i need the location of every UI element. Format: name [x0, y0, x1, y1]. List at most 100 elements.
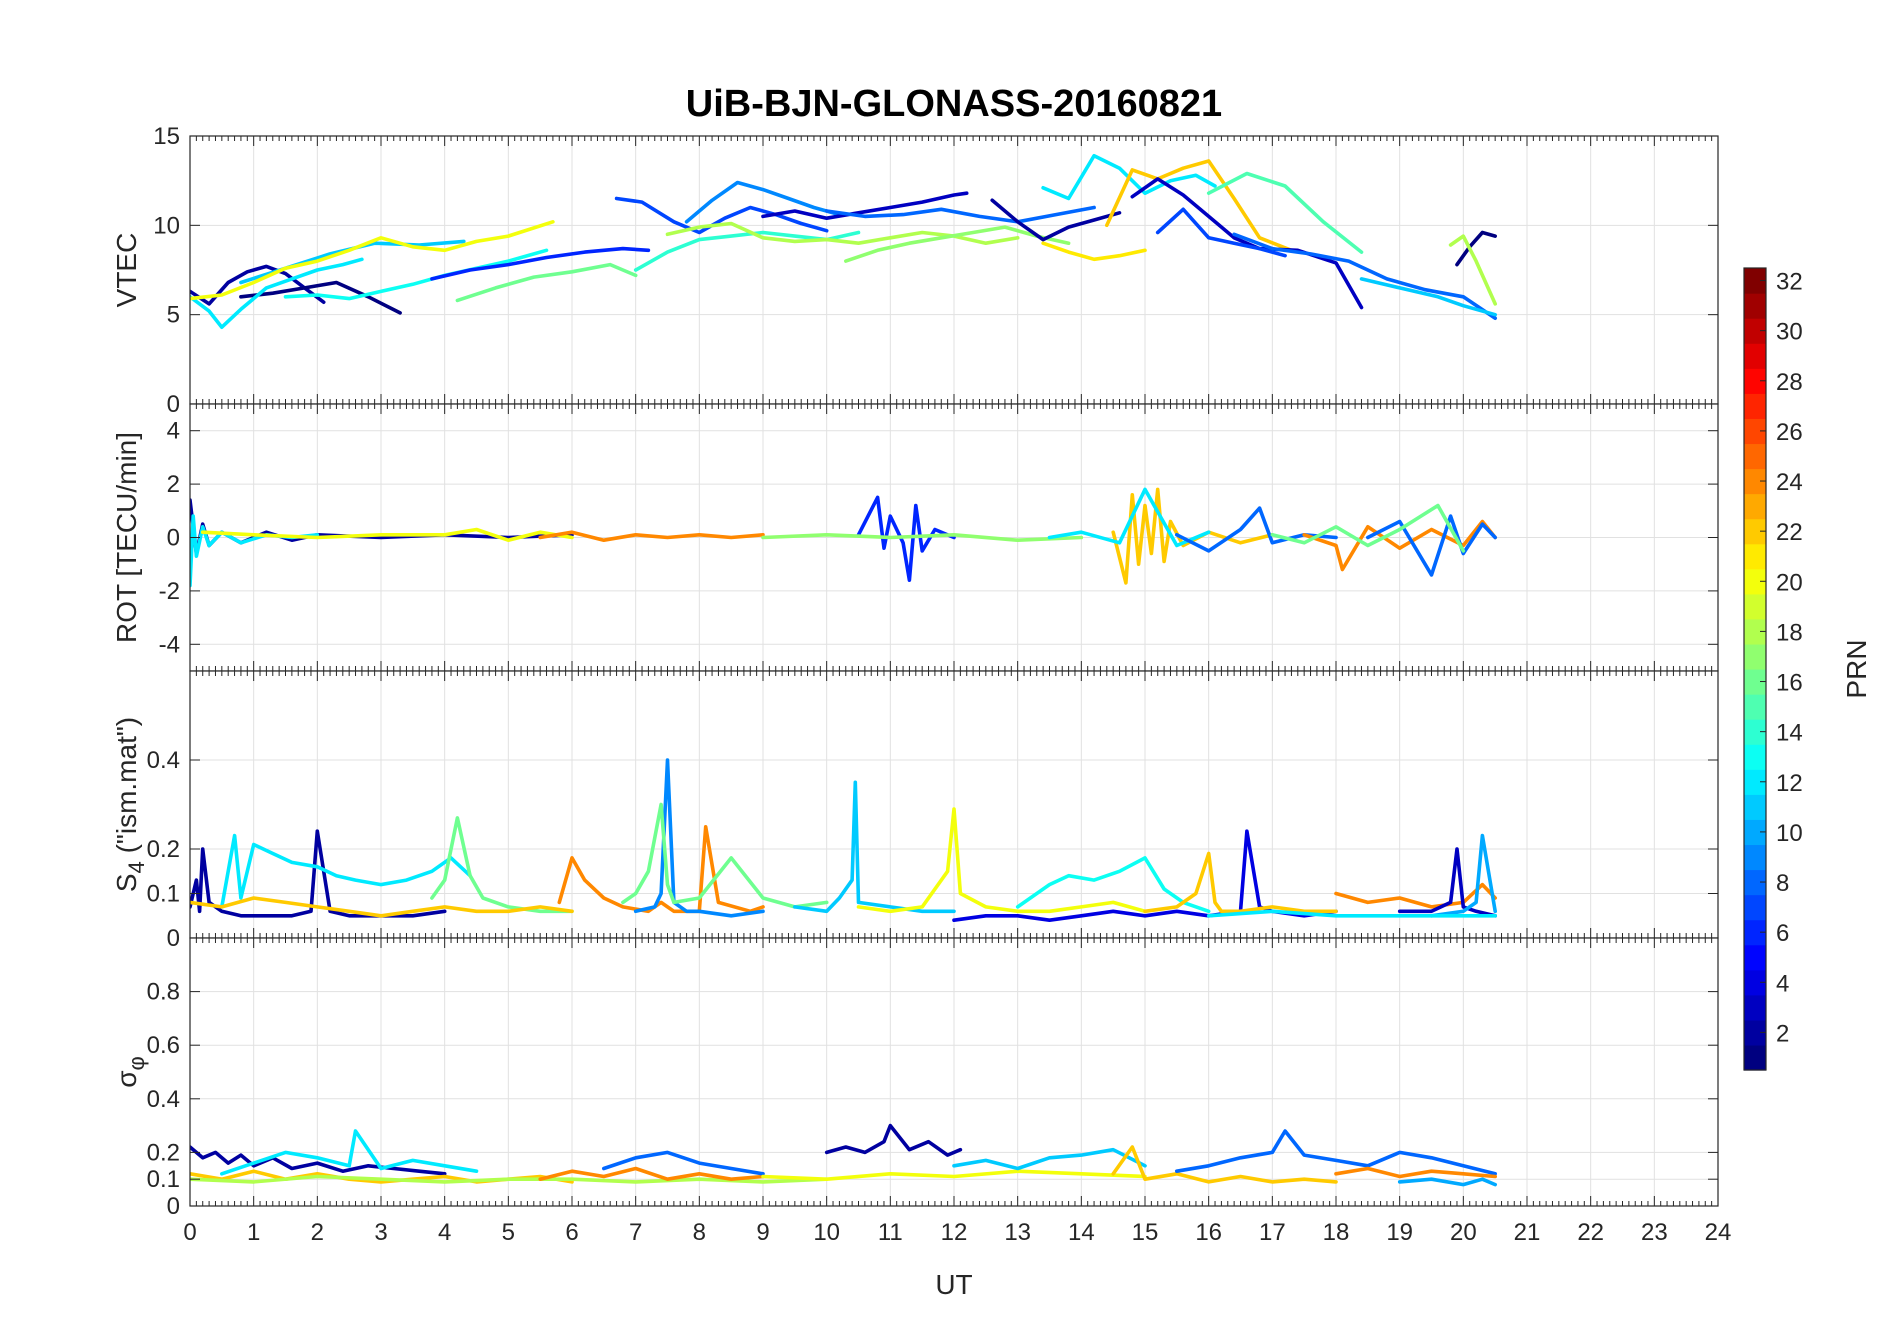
- y-tick-label: 15: [153, 123, 180, 150]
- colorbar-segment: [1744, 694, 1766, 720]
- series-line-prn-18: [1448, 234, 1497, 306]
- x-tick-label: 14: [1068, 1219, 1095, 1246]
- y-tick-label: -2: [159, 578, 180, 605]
- x-tick-labels: 0 1 2 3 4 5 6 7 8 9 10 11 12 13 14 15 16 17 18 19 20 21 22 23 24: [183, 1219, 1731, 1246]
- series-line-prn-11: [1359, 277, 1497, 317]
- series-line-prn-12: [220, 1129, 479, 1176]
- panel-vtec-series: [190, 153, 1497, 329]
- colorbar-segment: [1744, 543, 1766, 570]
- series-line-prn-2: [824, 1123, 963, 1157]
- y-tick-label: 0.4: [147, 747, 180, 774]
- colorbar-segment: [1744, 794, 1766, 820]
- x-tick-label: 8: [693, 1219, 706, 1246]
- colorbar-segment: [1744, 669, 1766, 695]
- series-line-prn-11: [952, 1147, 1147, 1171]
- series-line-prn-7: [614, 196, 829, 235]
- colorbar-tick-label: 10: [1776, 820, 1803, 847]
- series-line-prn-16: [1270, 503, 1466, 553]
- series-line-prn-8: [1175, 1129, 1497, 1176]
- series-line-prn-22: [1105, 159, 1294, 253]
- chart-title: UiB-BJN-GLONASS-20160821: [686, 83, 1222, 125]
- y-tick-label: 5: [167, 302, 180, 329]
- series-line-prn-16: [455, 262, 638, 303]
- x-tick-label: 24: [1705, 1219, 1732, 1246]
- colorbar-segment: [1744, 1019, 1766, 1046]
- series-line-prn-8: [1232, 232, 1497, 320]
- x-tick-label: 17: [1259, 1219, 1286, 1246]
- x-tick-label: 11: [878, 1219, 903, 1246]
- x-tick-label: 0: [183, 1219, 196, 1246]
- y-tick-label: 0.2: [147, 836, 180, 863]
- colorbar-tick-label: 14: [1776, 720, 1803, 747]
- colorbar-segment: [1744, 268, 1766, 294]
- series-line-prn-3: [1397, 847, 1497, 918]
- colorbar-segment: [1744, 568, 1766, 595]
- colorbar-segment: [1744, 894, 1766, 921]
- x-tick-label: 15: [1132, 1219, 1159, 1246]
- x-tick-label: 23: [1641, 1219, 1668, 1246]
- panel-s4: 0 0.1 0.2 0.4S4 ("ism.mat"): [111, 670, 1719, 952]
- x-axis-label: UT: [935, 1269, 972, 1300]
- x-tick-label: 21: [1514, 1219, 1541, 1246]
- panel-sigma-series: [190, 1123, 1497, 1187]
- colorbar-segment: [1744, 994, 1766, 1021]
- y-tick-label: 0.2: [147, 1139, 180, 1166]
- series-line-prn-8: [1366, 514, 1497, 577]
- y-tick-label: 0.4: [147, 1086, 180, 1113]
- y-tick-label: 0.1: [147, 881, 180, 908]
- colorbar-tick-label: 18: [1776, 619, 1803, 646]
- series-line-prn-7: [1155, 207, 1287, 258]
- series-line-prn-16: [621, 802, 829, 909]
- x-tick-label: 3: [374, 1219, 387, 1246]
- colorbar-segment: [1744, 593, 1766, 620]
- series-line-prn-18: [190, 1174, 829, 1184]
- colorbar-tick-label: 32: [1776, 269, 1803, 296]
- colorbar-segment: [1744, 869, 1766, 896]
- y-tick-label: 2: [167, 471, 180, 498]
- panel-rot-series: [190, 487, 1497, 588]
- panel-sigma: 00.10.2 0.4 0.6 0.8 σφ: [111, 937, 1719, 1220]
- series-line-prn-21: [1041, 241, 1147, 262]
- y-tick-label: 0: [167, 1193, 180, 1220]
- colorbar-tick-label: 26: [1776, 419, 1803, 446]
- colorbar-segment: [1744, 493, 1766, 520]
- colorbar-tick-label: 20: [1776, 569, 1803, 596]
- series-line-prn-24: [1334, 882, 1497, 909]
- series-line-prn-1: [239, 280, 402, 315]
- colorbar-segment: [1744, 443, 1766, 470]
- colorbar-frame: [1743, 267, 1767, 1071]
- colorbar-segment: [1744, 844, 1766, 871]
- x-tick-label: 20: [1450, 1219, 1477, 1246]
- series-line-prn-3: [1130, 177, 1364, 310]
- series-line-prn-10: [1429, 833, 1497, 918]
- series-line-prn-1: [1455, 230, 1497, 267]
- y-axis-label-vtec: VTEC: [111, 233, 142, 308]
- series-line-prn-15: [1206, 171, 1364, 254]
- colorbar-tick-label: 2: [1776, 1020, 1789, 1047]
- colorbar-segment: [1744, 819, 1766, 846]
- x-tick-label: 4: [438, 1219, 451, 1246]
- series-line-prn-2: [990, 198, 1122, 242]
- series-line-prn-2: [190, 264, 326, 306]
- colorbar-segment: [1744, 1044, 1766, 1071]
- series-line-prn-16: [430, 816, 574, 914]
- series-line-prn-12: [1041, 153, 1217, 201]
- series-line-prn-24: [557, 825, 765, 914]
- y-axis-label-rot: ROT [TECU/min]: [111, 432, 142, 643]
- series-line-prn-3: [761, 191, 969, 220]
- series-line-prn-24: [1302, 519, 1497, 572]
- x-tick-label: 6: [565, 1219, 578, 1246]
- series-line-prn-20: [761, 1169, 1147, 1181]
- colorbar-segment: [1744, 919, 1766, 946]
- series-line-prn-2: [190, 829, 447, 918]
- series-line-prn-10: [1397, 1177, 1497, 1187]
- series-line-prn-6: [856, 495, 956, 582]
- series-line-prn-12: [220, 833, 472, 909]
- series-line-prn-24: [538, 530, 765, 542]
- colorbar-label: PRN: [1841, 639, 1872, 698]
- series-line-prn-22: [1143, 851, 1338, 914]
- panel-rot: -4 -2 0 2 4 ROT [TECU/min]: [111, 403, 1719, 672]
